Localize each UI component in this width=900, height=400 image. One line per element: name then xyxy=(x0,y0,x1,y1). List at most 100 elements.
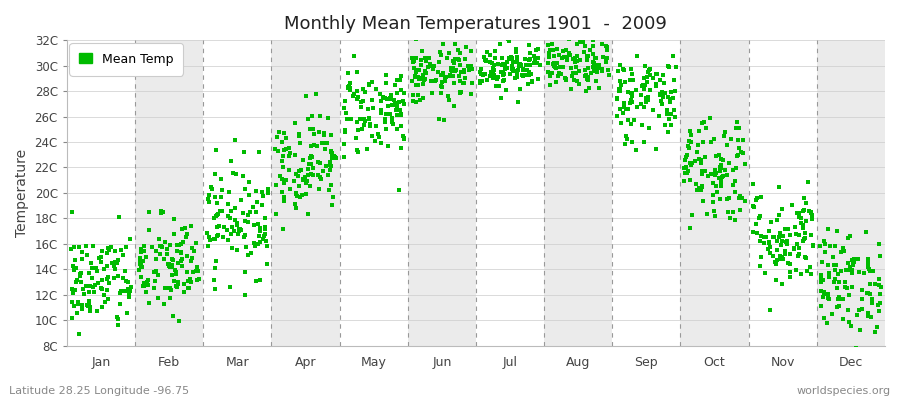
Point xyxy=(208,236,222,242)
Point xyxy=(738,161,752,168)
Point xyxy=(251,149,266,155)
Point xyxy=(163,242,177,248)
Point xyxy=(850,312,864,318)
Point xyxy=(579,88,593,94)
Point xyxy=(590,69,605,75)
Point xyxy=(226,170,240,176)
Point xyxy=(710,189,724,196)
Point xyxy=(438,78,453,84)
Text: Jan: Jan xyxy=(91,356,111,369)
Point xyxy=(814,272,829,278)
Point xyxy=(761,228,776,235)
Point xyxy=(506,58,520,65)
Point xyxy=(165,256,179,262)
Point xyxy=(610,68,625,74)
Point xyxy=(553,64,567,70)
Point xyxy=(763,306,778,313)
Point xyxy=(169,271,184,277)
Point xyxy=(735,195,750,201)
Point xyxy=(652,112,666,119)
Point xyxy=(574,29,589,36)
Point xyxy=(643,66,657,72)
Point xyxy=(187,248,202,254)
Point xyxy=(799,218,814,224)
Point xyxy=(100,287,114,293)
Point xyxy=(843,233,858,239)
Point xyxy=(349,147,364,154)
Point xyxy=(405,55,419,62)
Point xyxy=(596,54,610,60)
Point xyxy=(123,284,138,290)
Point xyxy=(70,299,85,305)
Point xyxy=(478,57,492,64)
Point xyxy=(78,282,93,289)
Point xyxy=(691,156,706,163)
Point xyxy=(240,212,255,218)
Point xyxy=(500,59,514,65)
Point xyxy=(556,48,571,54)
Point xyxy=(452,73,466,80)
Point xyxy=(678,157,692,163)
Point xyxy=(299,179,313,186)
Point xyxy=(521,81,535,87)
Point xyxy=(311,186,326,192)
Point xyxy=(599,55,614,61)
Point xyxy=(473,78,488,84)
Point xyxy=(419,70,434,76)
Point xyxy=(630,53,644,60)
Point xyxy=(768,258,782,265)
Point xyxy=(301,211,315,217)
Point xyxy=(766,252,780,259)
Point xyxy=(189,268,203,274)
Point xyxy=(338,105,352,111)
Point xyxy=(157,300,171,307)
Point xyxy=(560,57,574,63)
Point xyxy=(716,133,731,139)
Point xyxy=(201,230,215,236)
Point xyxy=(735,150,750,156)
Point xyxy=(96,266,111,272)
Point xyxy=(680,152,694,158)
Point xyxy=(482,72,497,79)
Point xyxy=(682,160,697,166)
Point xyxy=(252,228,266,234)
Point xyxy=(580,77,595,83)
Point xyxy=(480,77,494,83)
Point xyxy=(340,70,355,76)
Point xyxy=(321,187,336,193)
Point xyxy=(480,48,494,55)
Point xyxy=(599,58,614,65)
Point xyxy=(75,255,89,262)
Point xyxy=(295,192,310,199)
Point xyxy=(137,248,151,254)
Point xyxy=(225,224,239,230)
Point xyxy=(832,303,846,310)
Point xyxy=(736,137,751,144)
Point xyxy=(703,114,717,121)
Point xyxy=(778,251,792,257)
Point xyxy=(389,106,403,113)
Point xyxy=(862,291,877,297)
Point xyxy=(636,75,651,82)
Point xyxy=(65,209,79,216)
Point xyxy=(522,62,536,68)
Point xyxy=(69,276,84,283)
Point xyxy=(101,273,115,280)
Point xyxy=(385,115,400,122)
Point xyxy=(408,74,422,80)
Point xyxy=(475,78,490,84)
Point xyxy=(252,233,266,239)
Point xyxy=(379,126,393,133)
Point xyxy=(393,112,408,118)
Point xyxy=(791,253,806,260)
Point xyxy=(354,98,368,105)
Point xyxy=(681,142,696,149)
Point xyxy=(122,294,137,300)
Point xyxy=(525,79,539,85)
Point xyxy=(541,42,555,48)
Point xyxy=(165,272,179,278)
Point xyxy=(714,183,728,190)
Point xyxy=(277,194,292,200)
Point xyxy=(223,284,238,290)
Point xyxy=(650,71,664,78)
